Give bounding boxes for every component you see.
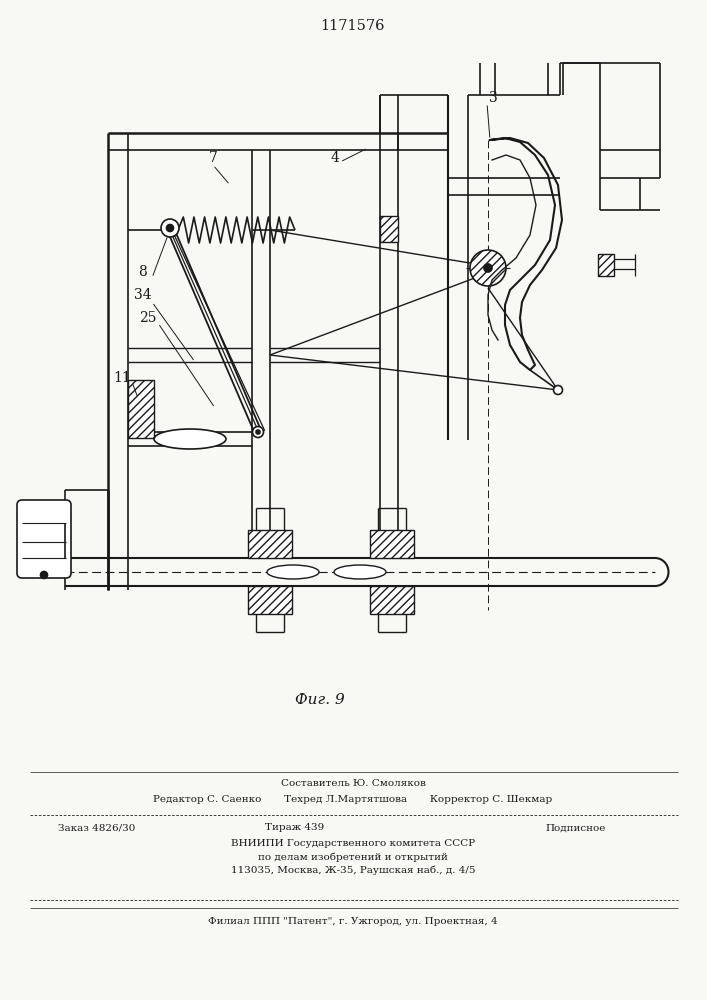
Text: 113035, Москва, Ж-35, Раушская наб., д. 4/5: 113035, Москва, Ж-35, Раушская наб., д. … <box>230 865 475 875</box>
Ellipse shape <box>154 429 226 449</box>
Bar <box>370 586 414 614</box>
Ellipse shape <box>267 565 319 579</box>
Text: ВНИИПИ Государственного комитета СССР: ВНИИПИ Государственного комитета СССР <box>231 840 475 848</box>
Text: Филиал ППП "Патент", г. Ужгород, ул. Проектная, 4: Филиал ППП "Патент", г. Ужгород, ул. Про… <box>208 918 498 926</box>
Text: Заказ 4826/30: Заказ 4826/30 <box>58 824 135 832</box>
FancyBboxPatch shape <box>17 500 71 578</box>
Bar <box>598 254 614 276</box>
Text: 25: 25 <box>139 311 157 325</box>
Bar <box>380 216 398 242</box>
Circle shape <box>484 264 492 272</box>
Circle shape <box>554 385 563 394</box>
Bar <box>248 586 292 614</box>
Circle shape <box>40 572 47 578</box>
Text: Составитель Ю. Смоляков: Составитель Ю. Смоляков <box>281 778 426 788</box>
Text: 34: 34 <box>134 288 152 302</box>
Bar <box>128 380 154 438</box>
Text: Тираж 439: Тираж 439 <box>265 824 325 832</box>
Text: 11: 11 <box>113 371 131 385</box>
Text: 3: 3 <box>489 91 498 105</box>
Circle shape <box>252 426 264 438</box>
Bar <box>370 530 414 558</box>
Circle shape <box>167 225 173 232</box>
Circle shape <box>256 430 260 434</box>
Text: 8: 8 <box>139 265 147 279</box>
Ellipse shape <box>334 565 386 579</box>
Text: Редактор С. Саенко       Техред Л.Мартятшова       Корректор С. Шекмар: Редактор С. Саенко Техред Л.Мартятшова К… <box>153 796 553 804</box>
Text: 4: 4 <box>331 151 339 165</box>
Bar <box>248 530 292 558</box>
Circle shape <box>470 250 506 286</box>
Text: по делам изобретений и открытий: по делам изобретений и открытий <box>258 852 448 862</box>
Text: Фиг. 9: Фиг. 9 <box>295 693 345 707</box>
Text: 1171576: 1171576 <box>321 19 385 33</box>
Circle shape <box>161 219 179 237</box>
Text: 7: 7 <box>209 151 218 165</box>
Text: Подписное: Подписное <box>545 824 605 832</box>
